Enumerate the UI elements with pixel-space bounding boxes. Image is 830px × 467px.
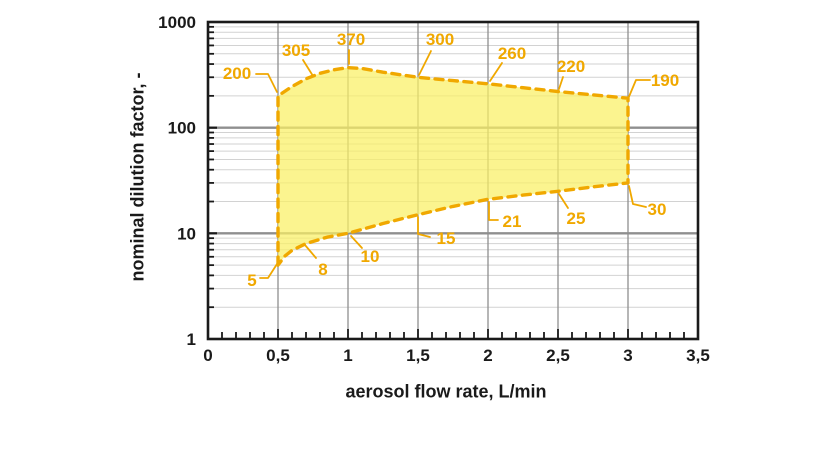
- annotation-leader: [350, 235, 363, 249]
- annotation-label: 190: [651, 71, 679, 90]
- x-tick-label: 2,5: [546, 346, 570, 365]
- shaded-region: [278, 67, 628, 266]
- annotation-label: 8: [318, 260, 327, 279]
- x-tick-label: 1,5: [406, 346, 430, 365]
- annotation-leader: [558, 76, 564, 90]
- tick-labels: 0 0,5 1 1,5 2 2,5 3 3,5 1 10 100 1000: [158, 13, 710, 365]
- annotations: 200 305 370 300 260 220 190 5 8 10 15 21 25 30: [223, 30, 679, 290]
- annotation-leader: [488, 201, 499, 221]
- annotation-label: 200: [223, 64, 251, 83]
- x-tick-label: 3,5: [686, 346, 710, 365]
- annotation-leader: [418, 50, 432, 76]
- y-tick-label: 10: [177, 224, 196, 243]
- y-tick-label: 1000: [158, 13, 196, 32]
- axis-ticks: [208, 25, 685, 339]
- annotation-label: 30: [648, 200, 667, 219]
- annotation-label: 305: [282, 41, 310, 60]
- shaded-region-group: [278, 67, 628, 266]
- annotation-leader: [417, 216, 431, 238]
- annotation-label: 5: [247, 271, 256, 290]
- annotation-label: 21: [503, 212, 522, 231]
- annotation-label: 300: [426, 30, 454, 49]
- annotation-leader: [255, 73, 278, 93]
- annotation-label: 370: [337, 30, 365, 49]
- annotation-label: 220: [557, 57, 585, 76]
- annotation-label: 25: [567, 209, 586, 228]
- annotation-leader: [304, 244, 317, 259]
- x-tick-label: 0,5: [266, 346, 290, 365]
- annotation-leader: [627, 79, 651, 100]
- y-tick-label: 100: [168, 119, 196, 138]
- x-tick-label: 3: [623, 346, 632, 365]
- annotation-leader: [302, 59, 314, 77]
- annotation-label: 10: [361, 247, 380, 266]
- x-tick-label: 2: [483, 346, 492, 365]
- annotation-leader: [489, 62, 503, 82]
- frame-group: [206, 20, 700, 341]
- boundary-dashed-outline: [276, 65, 630, 267]
- y-tick-label: 1: [187, 330, 196, 349]
- annotation-leader: [259, 263, 278, 279]
- annotation-leader: [558, 193, 569, 209]
- annotation-label: 260: [498, 44, 526, 63]
- x-tick-label: 1: [343, 346, 352, 365]
- x-axis-title: aerosol flow rate, L/min: [345, 381, 547, 402]
- annotation-leader: [628, 185, 647, 208]
- annotation-label: 15: [437, 229, 456, 248]
- plot-frame: [206, 20, 700, 341]
- boundary-group: [276, 65, 630, 267]
- x-tick-label: 0: [203, 346, 212, 365]
